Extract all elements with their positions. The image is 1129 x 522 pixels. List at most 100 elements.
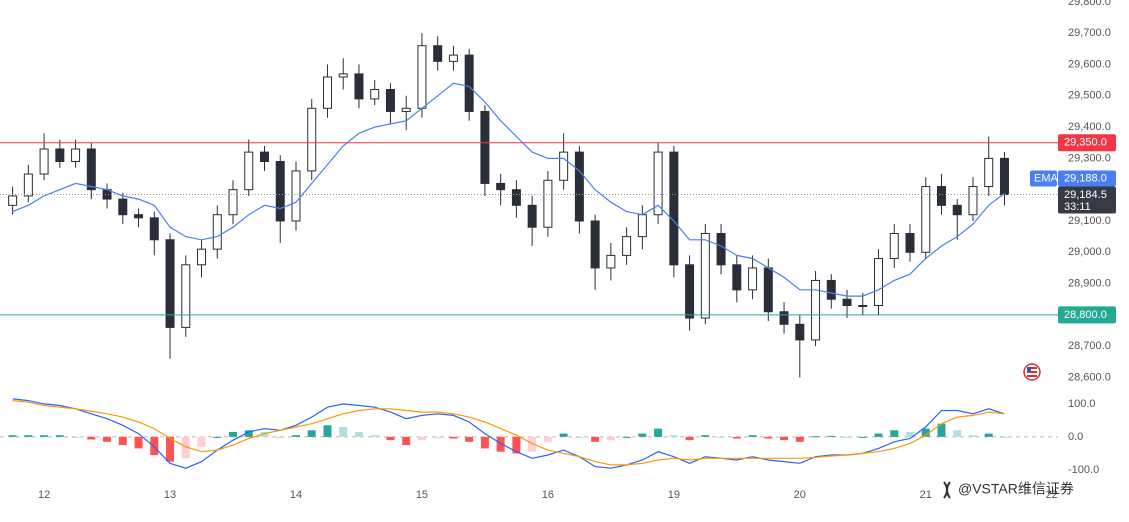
histogram-bar	[402, 436, 411, 446]
countdown: 33:11	[1064, 201, 1091, 213]
candle-body	[307, 107, 317, 172]
candle-body	[275, 161, 285, 222]
y-tick-label: 29,300.0	[1068, 152, 1111, 164]
candle-body	[228, 189, 238, 216]
histogram-bar	[181, 436, 190, 459]
y-tick-label: 28,700.0	[1068, 340, 1111, 352]
y-tick-label: 29,100.0	[1068, 215, 1111, 227]
histogram-bar	[937, 423, 946, 437]
y-tick-label: 29,400.0	[1068, 121, 1111, 133]
histogram-bar	[764, 436, 773, 439]
candle-body	[779, 311, 789, 325]
histogram-bar	[811, 436, 820, 438]
histogram-bar	[827, 435, 836, 437]
histogram-bar	[890, 430, 899, 437]
histogram-bar	[24, 435, 33, 437]
histogram-bar	[717, 436, 726, 438]
histogram-bar	[496, 436, 505, 452]
y-tick-label: 29,700.0	[1068, 27, 1111, 39]
candle-body	[8, 195, 18, 206]
candle-body	[511, 189, 521, 206]
x-tick-label: 14	[290, 489, 302, 501]
candle-body	[260, 151, 269, 163]
histogram-bar	[103, 436, 112, 442]
candle-body	[559, 151, 569, 181]
candle-body	[952, 204, 962, 216]
histogram-bar	[55, 435, 64, 437]
last-price: 29,184.5	[1064, 189, 1107, 201]
histogram-bar	[71, 436, 80, 438]
histogram-bar	[291, 435, 300, 437]
price-box	[1058, 134, 1116, 152]
flag-icon	[1023, 363, 1041, 381]
candle-body	[858, 304, 868, 307]
candle-body	[763, 267, 773, 313]
candle-body	[968, 186, 978, 216]
candle-body	[622, 236, 632, 256]
histogram-bar	[669, 435, 678, 437]
candle-body	[653, 151, 663, 216]
candle-body	[748, 267, 758, 291]
histogram-bar	[591, 436, 600, 442]
histogram-bar	[1000, 436, 1009, 438]
candle-body	[165, 239, 175, 328]
candle-body	[842, 298, 852, 306]
histogram-bar	[40, 435, 49, 437]
histogram-bar	[654, 428, 663, 437]
x-tick-label: 22	[1046, 489, 1058, 501]
candle-body	[370, 89, 380, 100]
histogram-bar	[323, 425, 332, 437]
candle-body	[795, 323, 805, 341]
price-box-label: 28,800.0	[1064, 309, 1107, 321]
histogram-bar	[638, 433, 647, 437]
x-tick-label: 12	[38, 489, 50, 501]
histogram-bar	[150, 436, 159, 456]
histogram-bar	[354, 431, 363, 437]
y-tick-label: 28,600.0	[1068, 371, 1111, 383]
histogram-bar	[843, 436, 852, 438]
candle-body	[921, 186, 931, 253]
histogram-bar	[701, 435, 710, 437]
histogram-bar	[213, 436, 222, 438]
price-box-label: 29,350.0	[1064, 137, 1107, 149]
histogram-bar	[748, 435, 757, 437]
candle-body	[322, 76, 332, 109]
histogram-bar	[575, 436, 584, 438]
histogram-bar	[276, 436, 285, 438]
candle-body	[700, 232, 710, 319]
candle-body	[637, 214, 647, 238]
ema-line	[12, 82, 1005, 297]
macd-line	[12, 400, 1005, 466]
x-tick-label: 16	[542, 489, 554, 501]
histogram-bar	[166, 436, 175, 462]
histogram-bar	[921, 428, 930, 437]
histogram-bar	[953, 430, 962, 437]
candle-body	[55, 148, 65, 163]
candle-body	[118, 198, 128, 216]
y-tick-label: -100.0	[1068, 464, 1099, 476]
candle-body	[984, 157, 994, 188]
histogram-bar	[197, 436, 206, 447]
candle-body	[811, 279, 821, 341]
x-tick-label: 19	[668, 489, 680, 501]
candle-body	[448, 54, 458, 62]
histogram-bar	[968, 435, 977, 437]
ema-value-box	[1058, 170, 1116, 187]
histogram-bar	[559, 433, 568, 437]
histogram-bar	[606, 436, 615, 441]
y-tick-label: 29,500.0	[1068, 90, 1111, 102]
candle-body	[874, 258, 884, 306]
candle-body	[291, 170, 301, 222]
candle-body	[354, 73, 364, 100]
candle-body	[590, 220, 600, 269]
y-tick-label: 28,900.0	[1068, 277, 1111, 289]
histogram-bar	[795, 436, 804, 442]
histogram-bar	[732, 436, 741, 439]
histogram-bar	[528, 436, 537, 452]
histogram-bar	[622, 436, 631, 438]
candle-body	[149, 217, 159, 241]
histogram-bar	[780, 436, 789, 441]
candle-body	[433, 45, 443, 62]
x-tick-label: 20	[794, 489, 806, 501]
candle-body	[999, 157, 1009, 196]
